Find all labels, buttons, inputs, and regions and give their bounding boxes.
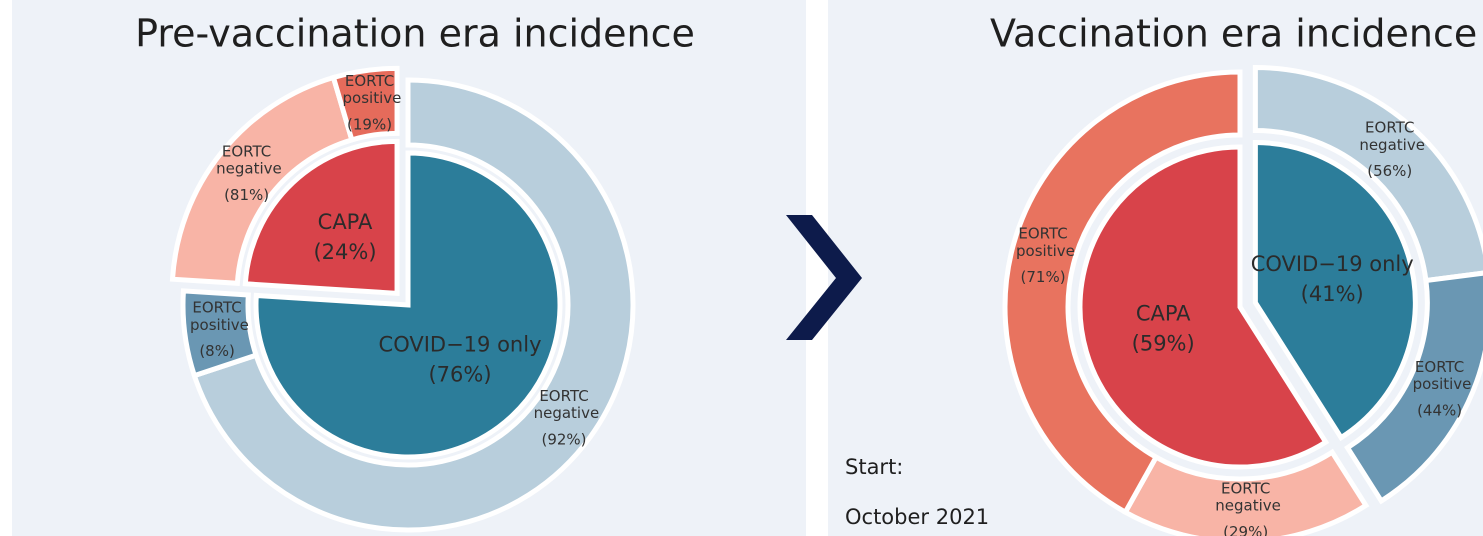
slice-group: [169, 65, 400, 296]
inner-slice: [253, 150, 563, 460]
outer-value-label: (8%): [199, 342, 235, 360]
chevron-arrow: [786, 215, 862, 340]
inner-label: CAPA: [1136, 301, 1191, 325]
inner-value-label: (76%): [428, 362, 491, 386]
chart-title: Pre-vaccination era incidence: [135, 12, 695, 56]
annotation: Start:: [845, 455, 903, 479]
inner-value-label: (59%): [1132, 331, 1195, 355]
outer-label: EORTC negative: [211, 142, 281, 177]
outer-slice: [191, 77, 636, 533]
inner-label: CAPA: [318, 210, 373, 234]
outer-slice: [180, 288, 260, 379]
outer-label: EORTC positive: [338, 71, 402, 106]
inner-slice: [1252, 140, 1418, 442]
outer-label: EORTC negative: [1211, 479, 1281, 514]
outer-label: EORTC negative: [1355, 118, 1425, 153]
outer-slice: [1252, 65, 1483, 284]
outer-slice: [1002, 69, 1243, 516]
outer-label: EORTC negative: [529, 386, 599, 421]
slice-group: [1252, 65, 1483, 505]
outer-value-label: (71%): [1021, 268, 1066, 286]
chart-title: Vaccination era incidence: [990, 12, 1477, 56]
slice-group: [1002, 69, 1370, 536]
outer-value-label: (29%): [1223, 523, 1268, 536]
outer-value-label: (44%): [1417, 401, 1462, 419]
inner-label: COVID−19 only: [1251, 252, 1414, 276]
outer-value-label: (56%): [1367, 162, 1412, 180]
inner-slice: [242, 138, 400, 296]
annotation: October 2021: [845, 505, 989, 529]
outer-value-label: (81%): [224, 186, 269, 204]
outer-slice: [330, 65, 400, 143]
outer-label: EORTC positive: [185, 298, 249, 333]
outer-value-label: (92%): [541, 430, 586, 448]
inner-slice: [1077, 144, 1330, 470]
outer-value-label: (19%): [347, 115, 392, 133]
inner-value-label: (24%): [313, 240, 376, 264]
inner-value-label: (41%): [1301, 282, 1364, 306]
outer-label: EORTC positive: [1408, 357, 1472, 392]
outer-label: EORTC positive: [1011, 224, 1075, 259]
slice-group: [180, 77, 636, 533]
outer-slice: [1344, 270, 1483, 505]
inner-label: COVID−19 only: [379, 332, 542, 356]
